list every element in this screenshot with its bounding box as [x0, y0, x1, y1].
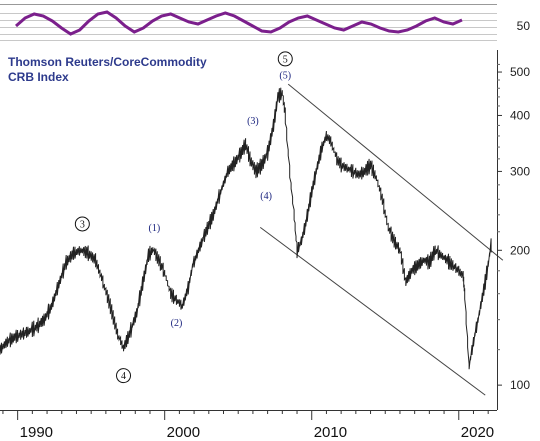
trend-channel: [259, 83, 504, 396]
channel-lower-line: [259, 226, 486, 396]
x-axis-ticks: 1990 2000 2010 2020: [2, 410, 494, 441]
x-tick-label-1: 2000: [167, 424, 200, 441]
elliott-wave-labels: 3 4 (1) (2) (3) (4) 5 (5): [74, 51, 293, 384]
oscillator-reference-lines: [0, 13, 497, 41]
wave-label-7: (5): [279, 70, 291, 81]
oscillator-tick-labels: 50: [517, 19, 531, 33]
x-tick-label-0: 1990: [20, 424, 53, 441]
wave-label-4: (3): [247, 116, 259, 127]
wave-label-0: 3: [80, 219, 85, 230]
wave-label-circle-0: [74, 216, 90, 232]
wave-label-1: 4: [121, 371, 126, 382]
wave-label-circle-1: [116, 368, 132, 384]
chart-title: Thomson Reuters/CoreCommodity: [8, 55, 207, 69]
x-tick-label-3: 2020: [461, 424, 494, 441]
x-tick-label-2: 2010: [314, 424, 347, 441]
wave-label-6: 5: [283, 54, 288, 65]
wave-label-3: (2): [171, 318, 183, 329]
y-tick-label-1: 200: [510, 243, 530, 257]
price-line: [0, 87, 492, 370]
y-tick-label-4: 500: [510, 65, 530, 79]
y-tick-label-0: 100: [510, 378, 530, 392]
channel-upper-line: [287, 83, 504, 261]
y-axis-ticks: 100 200 300 400 500: [497, 63, 530, 392]
y-tick-label-3: 400: [510, 108, 530, 122]
y-tick-label-2: 300: [510, 164, 530, 178]
oscillator-panel: 50: [0, 4, 531, 41]
oscillator-tick-label-0: 50: [517, 19, 531, 33]
wave-label-2: (1): [149, 223, 161, 234]
price-series: [0, 87, 492, 370]
chart-subtitle: CRB Index: [8, 70, 69, 84]
oscillator-line: [15, 10, 463, 36]
wave-label-circle-6: [277, 51, 293, 67]
wave-label-5: (4): [260, 191, 272, 202]
price-panel: Thomson Reuters/CoreCommodity CRB Index …: [0, 50, 530, 441]
